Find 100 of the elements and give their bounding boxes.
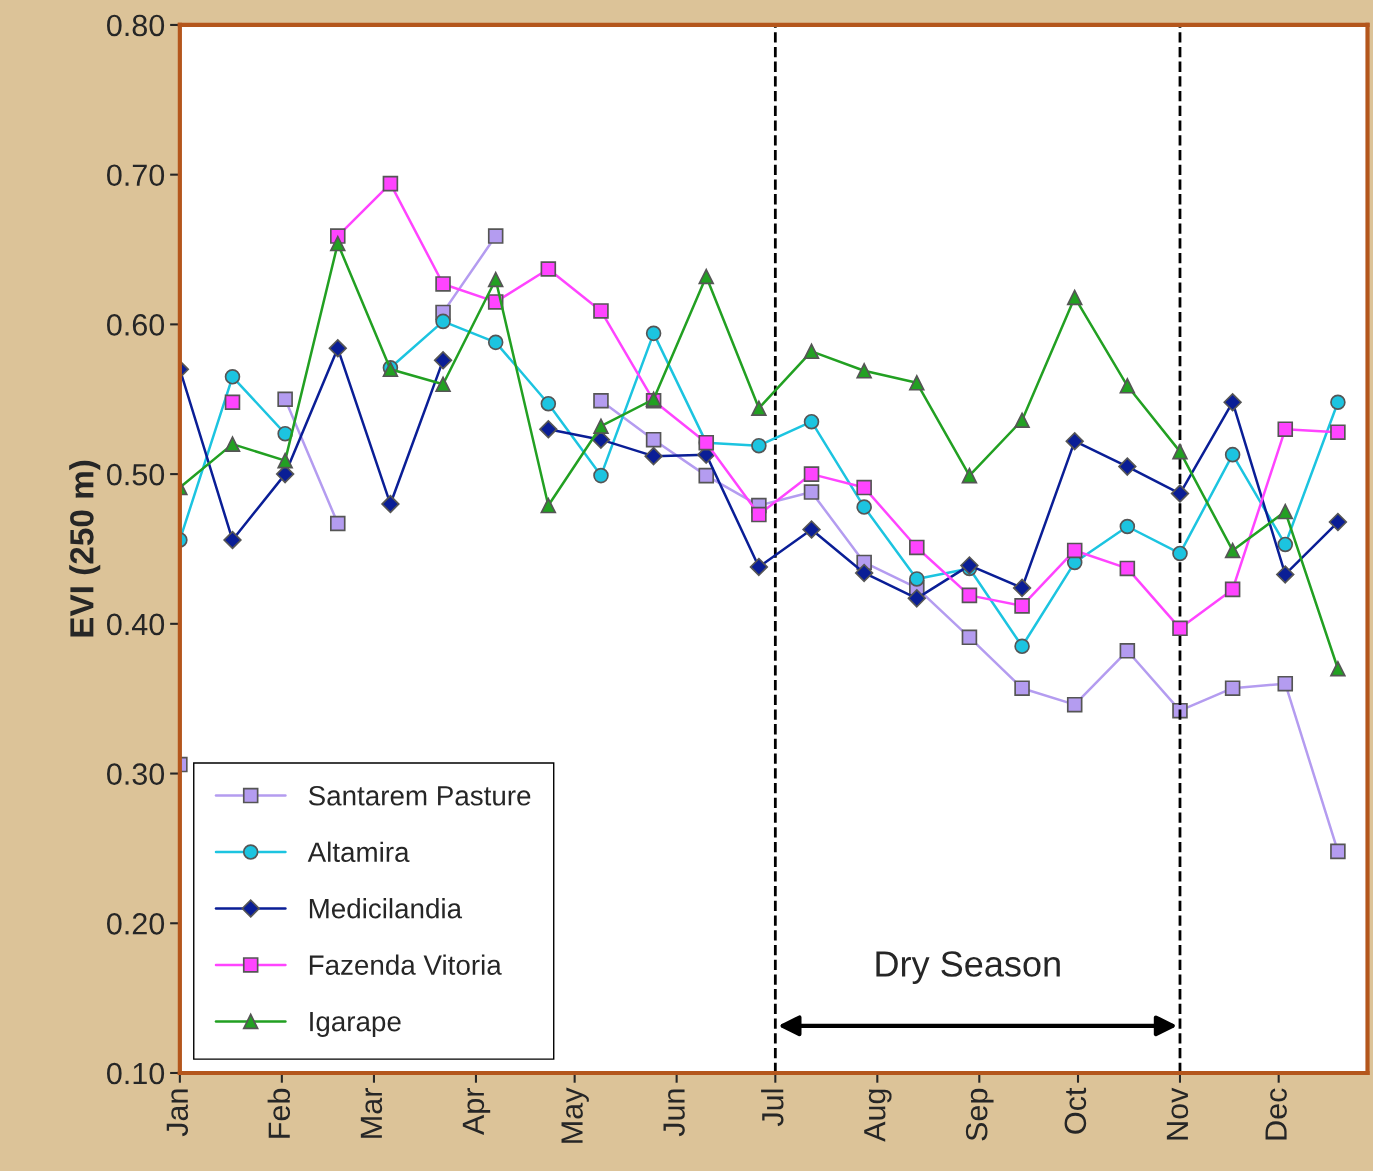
point bbox=[909, 571, 925, 587]
point bbox=[381, 494, 400, 514]
point bbox=[487, 334, 504, 351]
point bbox=[1224, 542, 1241, 559]
point bbox=[1014, 598, 1030, 614]
point bbox=[1066, 696, 1083, 713]
point bbox=[435, 376, 451, 393]
point bbox=[1277, 536, 1294, 553]
annotation: Dry Season bbox=[876, 951, 1060, 984]
point bbox=[593, 418, 609, 434]
x-tick-label: Oct bbox=[1064, 1087, 1087, 1134]
x-tick-label: Dec bbox=[1265, 1088, 1287, 1140]
point bbox=[803, 484, 820, 500]
point bbox=[1172, 620, 1188, 637]
point bbox=[751, 437, 767, 454]
point bbox=[1172, 443, 1188, 460]
point bbox=[1119, 518, 1136, 535]
point bbox=[1224, 680, 1241, 696]
point bbox=[540, 261, 557, 277]
y-tick-label: 0.10 bbox=[107, 1062, 165, 1085]
point bbox=[382, 175, 399, 192]
x-tick-label: Apr bbox=[462, 1088, 491, 1136]
point bbox=[1014, 680, 1030, 696]
legend-label: Altamira bbox=[307, 841, 410, 863]
point bbox=[1328, 512, 1348, 532]
point bbox=[1224, 581, 1241, 598]
point bbox=[1065, 431, 1084, 451]
legend-label: Igarape bbox=[310, 1012, 401, 1037]
point bbox=[539, 420, 558, 439]
point bbox=[328, 339, 347, 358]
point bbox=[961, 467, 978, 484]
point bbox=[329, 515, 346, 532]
point bbox=[1277, 503, 1294, 520]
point bbox=[749, 557, 769, 577]
x-tick-label: Jun bbox=[663, 1089, 685, 1137]
point bbox=[644, 446, 663, 466]
y-tick-label: 0.30 bbox=[107, 763, 165, 785]
point bbox=[803, 343, 820, 360]
point bbox=[540, 395, 557, 412]
point bbox=[277, 452, 293, 469]
point bbox=[803, 413, 820, 430]
point bbox=[224, 369, 241, 385]
point bbox=[433, 351, 453, 370]
point bbox=[1224, 446, 1241, 463]
point bbox=[698, 268, 715, 285]
point bbox=[1014, 638, 1030, 655]
point bbox=[751, 400, 767, 417]
point bbox=[329, 235, 346, 252]
point bbox=[856, 363, 872, 379]
point bbox=[1330, 424, 1346, 440]
x-tick-label: Nov bbox=[1166, 1087, 1189, 1140]
point bbox=[1066, 542, 1083, 559]
x-tick-label: Mar bbox=[360, 1088, 383, 1138]
point bbox=[1330, 394, 1346, 411]
x-tick-label: Feb bbox=[267, 1088, 291, 1138]
y-tick-label: 0.20 bbox=[107, 913, 165, 935]
point bbox=[593, 467, 609, 484]
point bbox=[1170, 484, 1190, 503]
point bbox=[856, 499, 872, 515]
point bbox=[802, 520, 821, 539]
point bbox=[277, 391, 293, 408]
y-tick-label: 0.70 bbox=[107, 164, 165, 187]
point bbox=[1066, 289, 1083, 306]
point bbox=[223, 530, 242, 550]
point bbox=[909, 539, 925, 556]
point bbox=[751, 506, 767, 523]
point bbox=[856, 479, 872, 496]
point bbox=[1118, 457, 1137, 476]
point bbox=[1223, 393, 1242, 412]
point bbox=[854, 563, 874, 583]
legend-label: Fazenda Vitoria bbox=[309, 954, 502, 975]
y-tick-label: 0.40 bbox=[107, 613, 165, 636]
point bbox=[224, 394, 241, 411]
point bbox=[907, 589, 926, 608]
point bbox=[645, 325, 662, 342]
point bbox=[487, 271, 504, 288]
point bbox=[645, 431, 662, 448]
point bbox=[435, 276, 451, 292]
point bbox=[1172, 545, 1188, 562]
point bbox=[1330, 843, 1346, 860]
x-tick-label: May bbox=[561, 1087, 589, 1143]
point bbox=[1012, 578, 1032, 598]
legend-label: Medicilandia bbox=[309, 898, 463, 919]
y-tick-label: 0.80 bbox=[107, 14, 165, 37]
point bbox=[1277, 675, 1294, 692]
point bbox=[909, 374, 925, 391]
y-tick-label: 0.50 bbox=[107, 463, 165, 486]
point bbox=[961, 587, 978, 604]
point bbox=[593, 303, 609, 319]
point bbox=[1330, 660, 1346, 677]
point bbox=[1119, 642, 1136, 659]
point bbox=[803, 466, 820, 482]
legend-label: Santarem Pasture bbox=[308, 785, 531, 806]
point bbox=[1276, 565, 1295, 584]
point bbox=[1014, 412, 1030, 428]
point bbox=[1277, 421, 1294, 437]
point bbox=[487, 228, 504, 244]
x-tick-label: Jul bbox=[761, 1089, 784, 1127]
y-tick-label: 0.60 bbox=[107, 314, 165, 336]
x-tick-label: Sep bbox=[965, 1088, 994, 1141]
